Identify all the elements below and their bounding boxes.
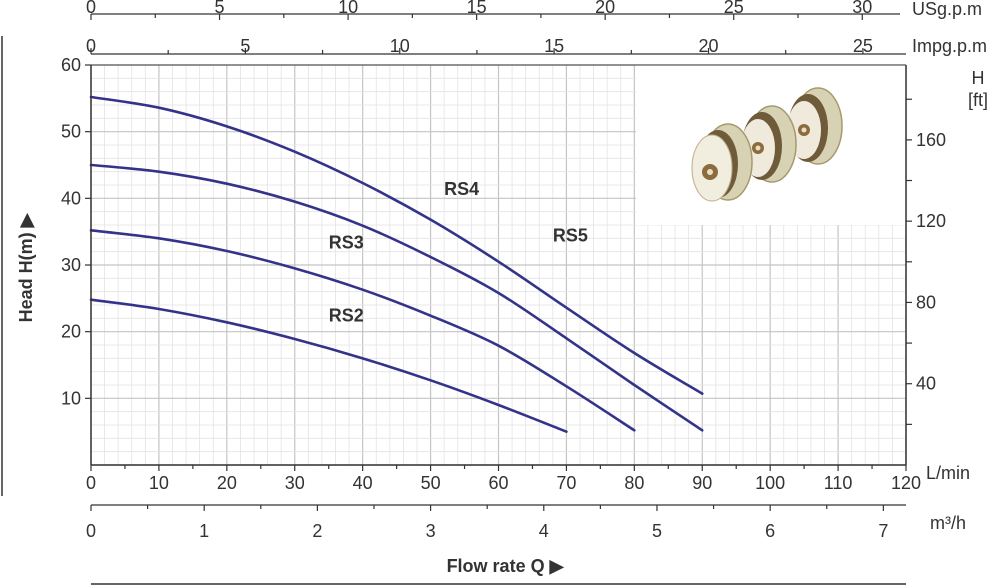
ft-axis-label-unit: [ft] [968, 90, 988, 110]
x-tick-label: 10 [149, 473, 169, 493]
us-gpm-tick-label: 5 [215, 0, 225, 17]
y-tick-label: 10 [61, 388, 81, 408]
x-tick-label: 0 [86, 473, 96, 493]
x-tick-label: 40 [353, 473, 373, 493]
x-tick-label: 50 [421, 473, 441, 493]
us-gpm-unit-label: USg.p.m [912, 0, 982, 19]
curve-label-rs2: RS2 [329, 306, 364, 326]
us-gpm-tick-label: 0 [86, 0, 96, 17]
m3h-tick-label: 3 [426, 521, 436, 541]
performance-curves [89, 95, 704, 433]
m3h-tick-label: 7 [878, 521, 888, 541]
impeller-photo [636, 65, 906, 225]
us-gpm-tick-label: 15 [467, 0, 487, 17]
ft-tick-label: 160 [916, 130, 946, 150]
x-tick-label: 100 [755, 473, 785, 493]
m3h-tick-label: 6 [765, 521, 775, 541]
imp-gpm-tick-label: 0 [86, 36, 96, 56]
x-tick-label: 110 [824, 473, 853, 493]
imp-gpm-unit-label: Impg.p.m [912, 36, 987, 56]
imp-gpm-tick-label: 15 [544, 36, 564, 56]
us-gpm-tick-label: 30 [852, 0, 872, 17]
m3h-tick-label: 1 [199, 521, 209, 541]
curve-rs2 [89, 298, 568, 433]
curve-label-rs3: RS3 [329, 232, 364, 252]
m3h-tick-label: 2 [312, 521, 322, 541]
x-tick-label: 70 [556, 473, 576, 493]
m3h-unit-label: m³/h [930, 513, 966, 533]
curve-rs5 [89, 95, 704, 395]
y-tick-label: 20 [61, 322, 81, 342]
x-unit-label: L/min [926, 463, 970, 483]
ft-tick-label: 120 [916, 211, 946, 231]
m3h-tick-label: 4 [539, 521, 549, 541]
curve-label-rs4: RS4 [444, 179, 479, 199]
y-tick-label: 40 [61, 188, 81, 208]
x-tick-label: 80 [624, 473, 644, 493]
chart-axes [1, 13, 912, 585]
x-tick-label: 30 [285, 473, 305, 493]
imp-gpm-tick-label: 20 [698, 36, 718, 56]
y-axis-title: Head H(m) ▶ [16, 212, 36, 322]
m3h-tick-label: 0 [86, 521, 96, 541]
x-tick-label: 120 [891, 473, 921, 493]
curve-rs3 [89, 229, 636, 432]
y-tick-label: 60 [61, 55, 81, 75]
x-axis-title: Flow rate Q ▶ [447, 556, 565, 576]
x-tick-label: 60 [488, 473, 508, 493]
y-tick-label: 50 [61, 122, 81, 142]
imp-gpm-tick-label: 10 [390, 36, 410, 56]
ft-tick-label: 40 [916, 374, 936, 394]
x-tick-label: 90 [692, 473, 712, 493]
us-gpm-tick-label: 10 [338, 0, 358, 17]
ft-axis-label-h: H [972, 68, 985, 88]
x-tick-label: 20 [217, 473, 237, 493]
imp-gpm-tick-label: 25 [853, 36, 873, 56]
us-gpm-tick-label: 25 [724, 0, 744, 17]
ft-tick-label: 80 [916, 292, 936, 312]
curve-rs4 [89, 163, 704, 432]
curve-label-rs5: RS5 [553, 226, 588, 246]
imp-gpm-tick-label: 5 [240, 36, 250, 56]
m3h-tick-label: 5 [652, 521, 662, 541]
us-gpm-tick-label: 20 [595, 0, 615, 17]
y-tick-label: 30 [61, 255, 81, 275]
